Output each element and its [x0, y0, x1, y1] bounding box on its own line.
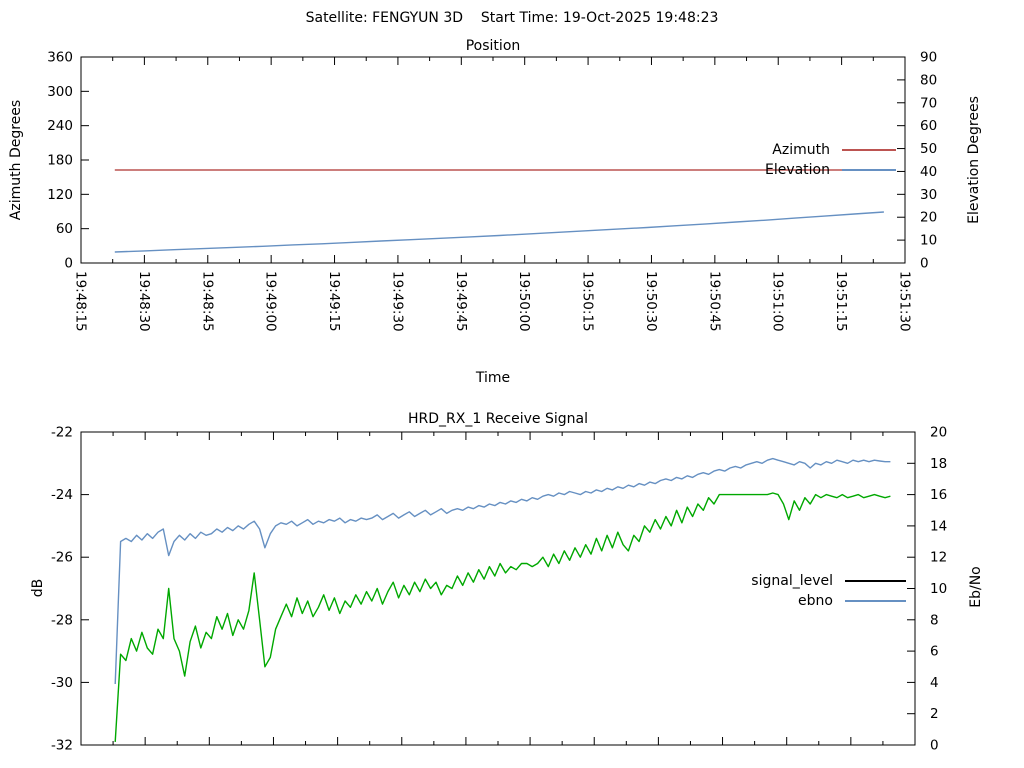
svg-text:19:49:45: 19:49:45 [453, 271, 469, 332]
legend-item-signal-level: signal_level [751, 571, 906, 591]
svg-text:19:48:15: 19:48:15 [73, 271, 89, 332]
svg-text:0: 0 [920, 256, 929, 272]
chart1-xlabel: Time [475, 370, 511, 386]
svg-text:19:49:30: 19:49:30 [389, 271, 405, 332]
svg-text:19:48:30: 19:48:30 [136, 271, 152, 332]
legend-line-azimuth [842, 149, 896, 151]
svg-text:300: 300 [47, 84, 73, 100]
legend-item-ebno: ebno [798, 591, 906, 611]
svg-text:19:50:30: 19:50:30 [643, 271, 659, 332]
svg-text:240: 240 [47, 118, 73, 134]
svg-text:20: 20 [930, 425, 947, 441]
svg-text:19:51:00: 19:51:00 [770, 271, 786, 332]
svg-text:19:50:00: 19:50:00 [516, 271, 532, 332]
svg-text:40: 40 [920, 164, 937, 180]
svg-text:30: 30 [920, 187, 937, 203]
svg-text:-30: -30 [51, 675, 73, 691]
svg-text:60: 60 [920, 118, 937, 134]
chart2-ylabel-left: dB [30, 578, 46, 598]
svg-text:6: 6 [930, 644, 939, 660]
svg-text:180: 180 [47, 153, 73, 169]
legend-item-azimuth: Azimuth [772, 140, 896, 160]
chart1-ylabel-right: Elevation Degrees [966, 96, 982, 224]
svg-text:19:49:15: 19:49:15 [326, 271, 342, 332]
svg-text:16: 16 [930, 487, 947, 503]
svg-text:-24: -24 [51, 487, 73, 503]
svg-text:19:50:15: 19:50:15 [580, 271, 596, 332]
page-title: Satellite: FENGYUN 3D Start Time: 19-Oct… [305, 10, 719, 26]
svg-text:20: 20 [920, 210, 937, 226]
legend-label-azimuth: Azimuth [772, 142, 830, 158]
legend-label-ebno: ebno [798, 593, 833, 609]
legend-line-ebno [845, 600, 906, 602]
legend-label-signal-level: signal_level [751, 573, 833, 589]
svg-text:18: 18 [930, 456, 947, 472]
chart1-title: Position [465, 38, 521, 54]
svg-text:14: 14 [930, 518, 947, 534]
svg-text:19:48:45: 19:48:45 [199, 271, 215, 332]
svg-text:-32: -32 [51, 738, 73, 754]
chart2-title: HRD_RX_1 Receive Signal [408, 411, 588, 427]
svg-text:0: 0 [64, 256, 73, 272]
svg-text:-26: -26 [51, 550, 73, 566]
svg-text:2: 2 [930, 706, 939, 722]
legend-line-signal-level [845, 580, 906, 582]
svg-text:19:51:15: 19:51:15 [833, 271, 849, 332]
svg-text:19:51:30: 19:51:30 [897, 271, 913, 332]
svg-text:360: 360 [47, 50, 73, 66]
svg-text:70: 70 [920, 95, 937, 111]
legend-item-elevation: Elevation [765, 160, 896, 180]
svg-text:90: 90 [920, 50, 937, 66]
svg-text:60: 60 [56, 221, 73, 237]
svg-text:50: 50 [920, 141, 937, 157]
svg-text:0: 0 [930, 738, 939, 754]
chart2-ylabel-right: Eb/No [968, 566, 984, 608]
svg-text:12: 12 [930, 550, 947, 566]
svg-text:8: 8 [930, 612, 939, 628]
svg-text:120: 120 [47, 187, 73, 203]
legend-line-elevation [842, 169, 896, 171]
svg-text:80: 80 [920, 72, 937, 88]
chart1-ylabel-left: Azimuth Degrees [8, 99, 24, 221]
legend-label-elevation: Elevation [764, 162, 830, 178]
svg-text:10: 10 [920, 233, 937, 249]
svg-text:-28: -28 [51, 612, 73, 628]
svg-text:4: 4 [930, 675, 939, 691]
svg-text:19:50:45: 19:50:45 [706, 271, 722, 332]
svg-text:19:49:00: 19:49:00 [263, 271, 279, 332]
svg-text:-22: -22 [51, 425, 73, 441]
svg-text:10: 10 [930, 581, 947, 597]
